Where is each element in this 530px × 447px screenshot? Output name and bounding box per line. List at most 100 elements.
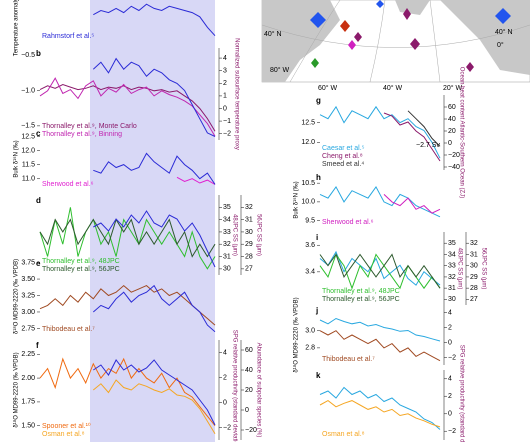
panel-label: f [36,341,39,350]
y-tick-label: 2 [223,374,227,381]
y-tick-label: 30 [448,296,456,303]
y2-axis-label: 56JPC SS (μm) [480,248,486,290]
data-line [319,253,441,290]
y2-axis-label: Ocean heat content Atlantic-Southern Oce… [458,67,464,198]
y-tick-label: 35 [448,240,456,247]
legend-label: Thornalley et al.⁹, 48JPC [322,288,400,295]
y-tick-label: 34 [448,251,456,258]
y2-axis-label: 48JPC SS (μm) [231,214,237,256]
data-line [39,77,216,137]
y-tick-label: 29 [470,274,478,281]
legend-label: Rahmstorf et al.⁵ [42,33,94,40]
y-tick-label: 12.5 [21,133,35,140]
y-tick-label: 60 [245,347,253,354]
y-tick-label: 2.8 [305,345,315,352]
y-tick-label: 0 [223,399,227,406]
y-tick-label: −2 [448,428,456,435]
y-tick-label: 2.00 [21,375,35,382]
legend-label: Sherwood et al.⁶ [322,219,374,226]
y-tick-label: −20 [448,152,460,159]
y-tick-label: 1.50 [21,423,35,430]
y-tick-label: 32 [245,204,253,211]
map-label: 60° W [318,84,338,92]
y-tick-label: 3 [223,68,227,75]
legend-label: Thornalley et al.⁹, Binning [42,131,122,138]
y-tick-label: 40 [448,116,456,123]
y2-axis-label: 56JPC SS (μm) [255,214,261,256]
panel-label: j [315,306,318,315]
site-marker [495,8,511,24]
data-line [92,57,216,137]
y-tick-label: 0 [245,407,249,414]
y-tick-label: −1 [223,118,231,125]
y-axis-label: Temperature anomaly (°C) [14,0,20,56]
y-tick-label: −2 [448,354,456,361]
panel-label: d [36,196,41,205]
y-axis-label: Bulk δ¹⁵N (‰) [293,181,300,218]
y-tick-label: 4 [223,55,227,62]
y2-axis-label: SPG relative productivity (standard devi… [458,345,464,442]
data-line [319,330,441,362]
y-tick-label: 3.75 [21,259,35,266]
y-tick-label: −1.5 [21,123,35,130]
legend-label: Thornalley et al.⁹, 56JPC [322,296,400,303]
data-line [39,284,216,326]
legend-label: Caesar et al.⁵ [322,145,365,152]
y-tick-label: 11.0 [22,176,35,183]
y-tick-label: 2 [448,324,452,331]
y-tick-label: 28 [245,253,253,260]
data-line [93,359,216,426]
data-line [92,284,216,333]
site-marker [410,38,420,50]
y-tick-label: 10.0 [301,199,315,206]
map-label: 40° N [495,28,513,36]
legend-label: Cheng et al.⁸ [322,153,363,160]
y-axis-label: Bulk δ¹⁵N (‰) [13,140,20,177]
site-marker [466,62,474,72]
data-line [93,152,216,185]
data-line [92,379,216,435]
legend-label: Thibodeau et al.⁷ [42,326,95,333]
site-marker [311,58,319,68]
site-marker [340,20,350,32]
map-label: 0° [497,41,504,49]
y-tick-label: −40 [448,164,460,171]
y-tick-label: 2.25 [21,351,35,358]
y-tick-label: 3.50 [21,276,35,283]
y-tick-label: 12.0 [301,139,315,146]
panel-label: k [316,371,321,380]
y-tick-label: 31 [448,285,456,292]
data-line [93,3,216,37]
y-tick-label: 27 [470,296,478,303]
data-line [383,112,441,162]
y-tick-label: 32 [470,240,478,247]
y-tick-label: 35 [223,204,231,211]
site-marker [348,40,356,50]
panel-label: g [316,96,321,105]
y-tick-label: 31 [470,251,478,258]
y-axis-label: δ¹⁸O MD99-2220 (‰ VPDB) [293,297,300,372]
legend-label: Thornalley et al.⁹, 48JPC [42,258,120,265]
y-tick-label: 40 [245,367,253,374]
data-line [319,185,441,218]
data-line [176,176,216,185]
legend-label: Thornalley et al.⁹, Monte Carlo [42,123,137,130]
panel-label: h [316,173,321,182]
legend-label: Smeed et al.⁴ [322,161,364,168]
y-tick-label: 0 [448,140,452,147]
y2-axis-label: SPG relative productivity (standard devi… [231,330,237,442]
y-tick-label: 12.5 [301,119,315,126]
legend-label: Thibodeau et al.⁷ [322,356,375,363]
y-tick-label: 3.4 [305,269,315,276]
y-tick-label: 33 [448,263,456,270]
legend-label: Spooner et al.¹⁰ [42,422,91,430]
y-tick-label: 34 [223,216,231,223]
site-marker [376,0,384,8]
data-line [319,400,441,428]
y-tick-label: 1.75 [21,399,35,406]
y-tick-label: 0 [223,105,227,112]
y-tick-label: 29 [245,241,253,248]
data-line [93,210,216,268]
graticule [261,0,530,83]
